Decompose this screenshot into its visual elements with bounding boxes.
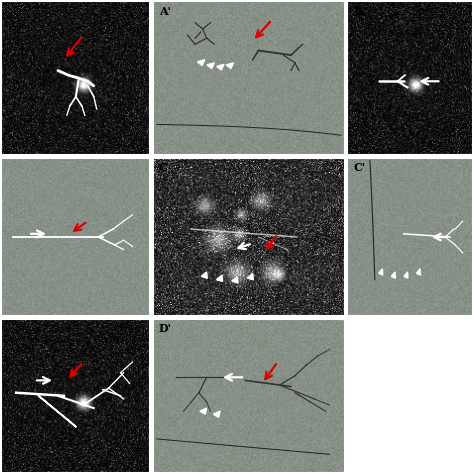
Polygon shape: [217, 275, 223, 282]
Polygon shape: [207, 63, 214, 69]
Polygon shape: [213, 411, 220, 417]
Text: A': A': [159, 6, 171, 17]
Polygon shape: [217, 64, 224, 70]
Polygon shape: [198, 60, 205, 65]
Polygon shape: [417, 269, 420, 275]
Polygon shape: [226, 63, 234, 69]
Polygon shape: [247, 273, 254, 280]
Text: B: B: [354, 6, 363, 17]
Text: D': D': [159, 323, 172, 334]
Text: C: C: [159, 163, 167, 173]
Polygon shape: [379, 269, 383, 275]
Polygon shape: [200, 408, 207, 414]
Polygon shape: [392, 272, 395, 278]
Polygon shape: [232, 277, 238, 283]
Polygon shape: [404, 272, 408, 278]
Polygon shape: [201, 272, 207, 278]
Text: C': C': [354, 163, 365, 173]
